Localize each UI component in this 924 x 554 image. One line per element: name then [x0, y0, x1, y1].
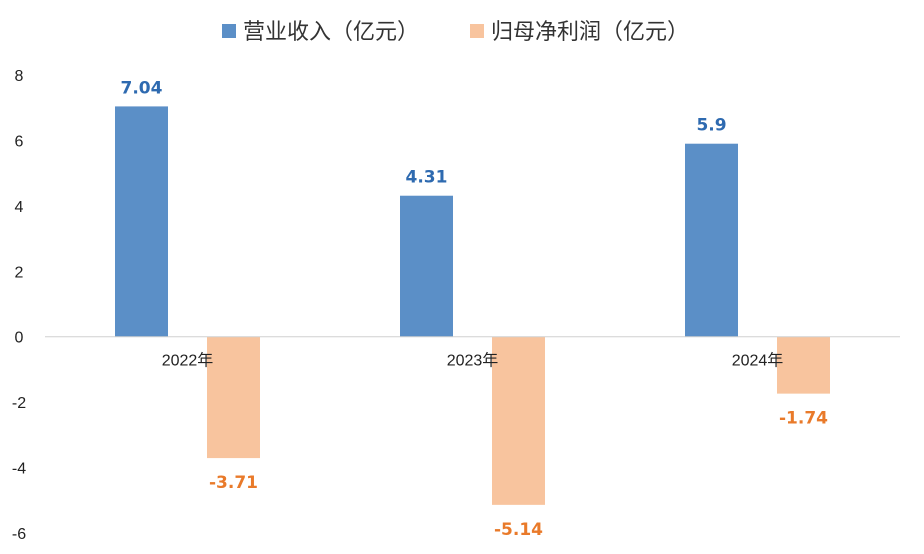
x-tick-label: 2022年	[162, 352, 214, 370]
y-tick-label: 2	[15, 264, 24, 281]
bar-net-profit	[777, 336, 830, 394]
data-label: 7.04	[121, 78, 163, 98]
legend-swatch-2	[470, 24, 484, 38]
y-tick-label: -4	[12, 461, 26, 478]
y-tick-label: -6	[12, 526, 26, 543]
data-label: 4.31	[406, 168, 448, 188]
legend-label-1: 营业收入（亿元）	[243, 20, 419, 45]
y-tick-label: 4	[15, 199, 24, 216]
legend-swatch-1	[222, 24, 236, 38]
bar-net-profit	[207, 336, 260, 459]
y-tick-label: 0	[15, 330, 24, 347]
bar-revenue	[400, 195, 453, 337]
bar-revenue	[685, 143, 738, 337]
bar-revenue	[115, 106, 168, 337]
data-label: -5.14	[494, 520, 543, 540]
data-label: 5.9	[696, 116, 726, 136]
bar-net-profit	[492, 336, 545, 505]
data-label: -1.74	[779, 409, 828, 429]
y-axis: 8 6 4 2 0 -2 -4 -6	[12, 68, 26, 543]
legend-label-2: 归母净利润（亿元）	[491, 20, 689, 45]
y-tick-label: -2	[12, 395, 26, 412]
y-tick-label: 8	[15, 68, 24, 85]
legend: 营业收入（亿元） 归母净利润（亿元）	[222, 20, 689, 45]
x-axis: 2022年 2023年 2024年	[45, 336, 900, 370]
y-tick-label: 6	[15, 133, 24, 150]
x-tick-label: 2024年	[732, 352, 784, 370]
plot-area: 7.04 -3.71 4.31 -5.14 5.9 -1.74	[115, 78, 830, 540]
x-tick-label: 2023年	[447, 352, 499, 370]
data-label: -3.71	[209, 473, 258, 493]
